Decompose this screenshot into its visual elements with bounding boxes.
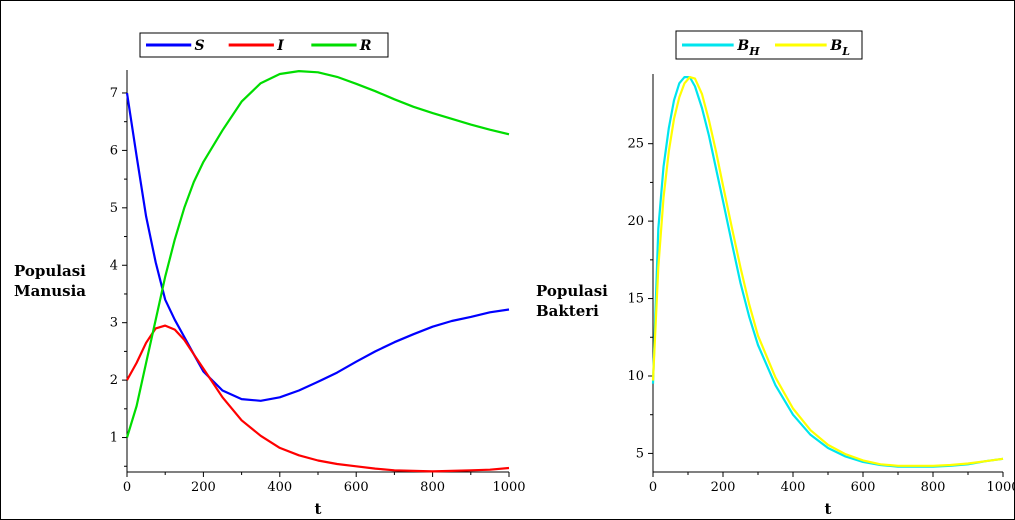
y-tick-label: 15 [627,292,644,307]
legend-label-s: S [195,38,205,54]
x-tick-label: 0 [649,480,657,495]
y-tick-label: 4 [110,258,118,273]
x-axis-label: t [315,500,322,518]
y-tick-label: 25 [627,137,644,152]
x-tick-label: 1000 [986,480,1015,495]
legend-label-b_l: BL [829,38,850,58]
y-tick-label: 5 [636,446,644,461]
y-tick-label: 2 [110,373,118,388]
y-axis-label-line: Bakteri [536,302,599,320]
y-axis-label-line: Populasi [14,262,86,280]
x-axis-label: t [825,500,832,518]
y-tick-label: 20 [627,214,644,229]
y-axis-label: Populasi Manusia [14,262,86,300]
y-axis-label-line: Populasi [536,282,608,300]
x-tick-label: 200 [711,480,736,495]
y-axis-label: Populasi Bakteri [536,282,608,320]
series-line-i [126,324,510,473]
legend: BH BL [675,30,863,60]
series-line-b_l [651,75,1004,467]
x-tick-label: 600 [344,480,369,495]
legend-label-sub: H [748,45,760,58]
x-tick-label: 200 [191,480,216,495]
x-tick-label: 0 [123,480,131,495]
legend-label-main: B [829,38,842,54]
y-tick-label: 7 [110,86,118,101]
y-tick-label: 10 [627,369,644,384]
x-tick-label: 800 [420,480,445,495]
x-tick-label: 600 [851,480,876,495]
legend-label-i: I [276,38,284,54]
series-line-r [125,69,510,438]
legend-label-b_h: BH [736,38,760,58]
y-tick-label: 3 [110,316,118,331]
y-tick-label: 6 [110,143,118,158]
chart-panel-1: 0 200 400 600 800 1000 1 2 3 4 5 6 7 t Populasi Manusia… [14,32,526,518]
x-tick-label: 400 [781,480,806,495]
series-line-b_h [651,75,1004,468]
legend-label-r: R [359,38,372,54]
x-tick-label: 800 [921,480,946,495]
x-tick-label: 1000 [492,480,525,495]
series-line-s [125,92,510,402]
legend-label-sub: L [841,45,850,58]
y-tick-label: 1 [110,431,118,446]
x-tick-label: 400 [267,480,292,495]
y-tick-label: 5 [110,201,118,216]
chart-panel-2: 0 200 400 600 800 1000 5 10 15 20 25 t Populasi Bakte… [536,30,1015,518]
legend-label-main: B [736,38,749,54]
y-axis-label-line: Manusia [14,282,86,300]
